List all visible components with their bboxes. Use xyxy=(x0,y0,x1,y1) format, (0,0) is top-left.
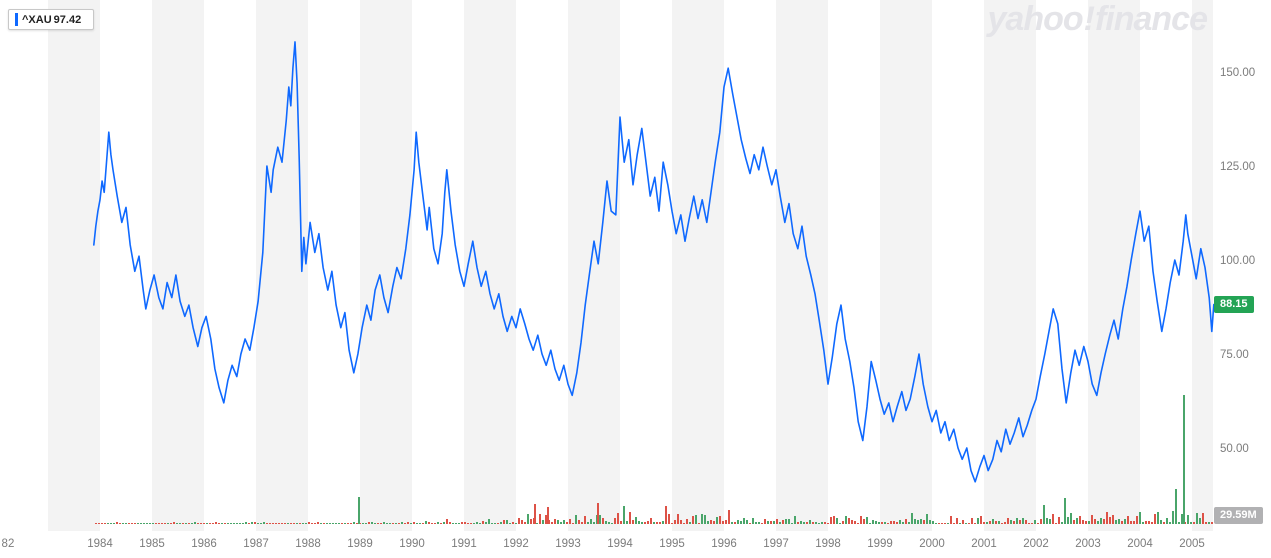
svg-text:1999: 1999 xyxy=(867,538,893,550)
logo-exclamation-icon: ! xyxy=(1083,0,1095,38)
logo-finance-text: finance xyxy=(1094,0,1208,38)
last-volume-badge: 29.59M xyxy=(1214,507,1263,524)
price-line-series xyxy=(93,41,1215,483)
yahoo-finance-logo: yahoo!finance xyxy=(987,0,1209,39)
svg-text:100.00: 100.00 xyxy=(1220,255,1255,267)
ticker-crosshair-value: 97.42 xyxy=(53,13,82,26)
svg-text:1997: 1997 xyxy=(763,538,789,550)
svg-text:1995: 1995 xyxy=(659,538,685,550)
svg-text:1991: 1991 xyxy=(451,538,477,550)
svg-text:1988: 1988 xyxy=(295,538,321,550)
svg-text:1986: 1986 xyxy=(191,538,217,550)
volume-bars xyxy=(95,395,1213,524)
x-axis-labels: 82 1984 1985 1986 1987 1988 1989 1990 1991 1992 19… xyxy=(2,538,1205,550)
svg-text:125.00: 125.00 xyxy=(1220,161,1255,173)
svg-text:2000: 2000 xyxy=(919,538,945,550)
svg-text:1985: 1985 xyxy=(139,538,165,550)
logo-yahoo-text: yahoo xyxy=(987,0,1084,38)
svg-text:1998: 1998 xyxy=(815,538,841,550)
svg-text:2001: 2001 xyxy=(971,538,997,550)
svg-text:2003: 2003 xyxy=(1075,538,1101,550)
svg-text:1984: 1984 xyxy=(87,538,113,550)
svg-text:1996: 1996 xyxy=(711,538,737,550)
svg-text:50.00: 50.00 xyxy=(1220,443,1249,455)
svg-text:1994: 1994 xyxy=(607,538,633,550)
svg-text:150.00: 150.00 xyxy=(1220,67,1255,79)
ticker-symbol: ^XAU xyxy=(22,13,52,26)
svg-text:1987: 1987 xyxy=(243,538,269,550)
svg-text:1992: 1992 xyxy=(503,538,529,550)
svg-text:2005: 2005 xyxy=(1179,538,1205,550)
svg-text:1990: 1990 xyxy=(399,538,425,550)
svg-text:1989: 1989 xyxy=(347,538,373,550)
y-axis-labels: 150.00 125.00 100.00 75.00 50.00 xyxy=(1220,67,1255,455)
last-price-badge: 88.15 xyxy=(1214,296,1254,313)
year-stripes xyxy=(48,0,1213,531)
svg-text:82: 82 xyxy=(2,538,15,550)
ticker-legend-box: ^XAU 97.42 xyxy=(8,9,95,30)
series-marker-icon xyxy=(15,13,18,26)
svg-text:2004: 2004 xyxy=(1127,538,1153,550)
svg-text:75.00: 75.00 xyxy=(1220,349,1249,361)
svg-text:1993: 1993 xyxy=(555,538,581,550)
svg-text:2002: 2002 xyxy=(1023,538,1049,550)
